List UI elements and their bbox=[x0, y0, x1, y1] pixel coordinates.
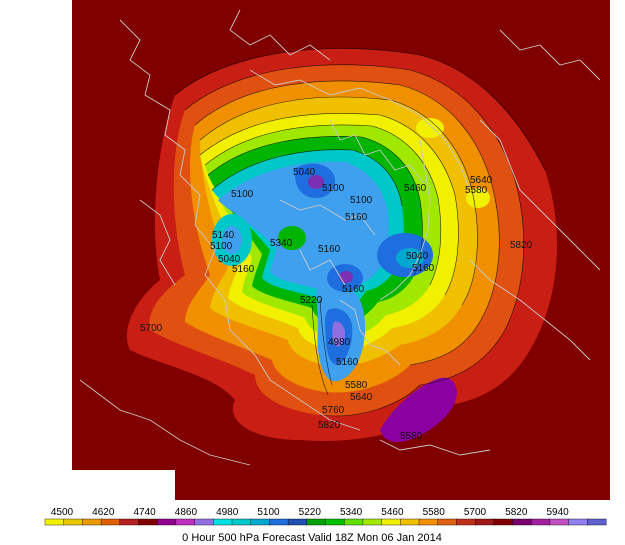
contour-low-east-inner bbox=[396, 248, 424, 268]
contour-yellow-pocket bbox=[416, 118, 444, 138]
legend-tick-label: 4620 bbox=[92, 507, 115, 518]
map-caption: 0 Hour 500 hPa Forecast Valid 18Z Mon 06… bbox=[182, 532, 442, 544]
legend-swatch bbox=[587, 518, 607, 526]
legend-swatch bbox=[306, 518, 326, 526]
legend-swatch bbox=[194, 518, 214, 526]
legend-swatch bbox=[381, 518, 401, 526]
legend-tick-label: 4740 bbox=[133, 507, 156, 518]
legend-swatch bbox=[418, 518, 439, 526]
contour-label: 5160 bbox=[412, 263, 435, 274]
contour-label: 5160 bbox=[318, 244, 341, 255]
contour-label: 5580 bbox=[400, 431, 423, 442]
contour-lines bbox=[174, 48, 546, 417]
legend-swatch bbox=[287, 518, 308, 526]
legend-swatch bbox=[362, 518, 383, 526]
contour-label: 5460 bbox=[404, 183, 427, 194]
legend-swatch bbox=[82, 518, 102, 526]
contour-low-west-inner bbox=[222, 226, 242, 254]
contour-label: 5820 bbox=[510, 240, 533, 251]
legend-swatch bbox=[63, 518, 83, 526]
legend-tick-labels: 4500 4620 4740 4860 4980 5100 5220 5340 5460 5580… bbox=[51, 507, 569, 518]
contour-band-trough-core bbox=[332, 321, 345, 347]
contour-label: 5580 bbox=[465, 185, 488, 196]
legend-swatch bbox=[474, 518, 495, 526]
contour-label: 5140 bbox=[212, 230, 235, 241]
contour-high-purple bbox=[380, 377, 457, 443]
contour-low-hudson-core bbox=[308, 175, 324, 189]
legend-swatch bbox=[493, 518, 513, 526]
legend-tick-label: 4860 bbox=[175, 507, 198, 518]
legend-swatch bbox=[568, 518, 588, 526]
contour-label: 5220 bbox=[300, 295, 323, 306]
legend-swatch bbox=[456, 518, 476, 526]
legend-swatch bbox=[250, 518, 270, 526]
coastlines bbox=[79, 9, 601, 466]
legend-swatch bbox=[269, 518, 289, 526]
contour-label: 5160 bbox=[336, 357, 359, 368]
contour-label: 5760 bbox=[322, 405, 345, 416]
contour-label: 5640 bbox=[350, 392, 373, 403]
legend-swatch bbox=[231, 518, 252, 526]
contour-label: 5640 bbox=[470, 175, 493, 186]
legend-tick-label: 5460 bbox=[381, 507, 404, 518]
legend-swatch bbox=[119, 518, 140, 526]
legend-tick-label: 5220 bbox=[299, 507, 322, 518]
contour-label: 5040 bbox=[293, 167, 316, 178]
color-legend bbox=[44, 518, 607, 526]
legend-swatch bbox=[213, 518, 233, 526]
legend-swatch bbox=[325, 518, 345, 526]
contour-label: 5040 bbox=[218, 254, 241, 265]
legend-swatch bbox=[400, 518, 420, 526]
legend-swatch bbox=[344, 518, 364, 526]
contour-label: 4980 bbox=[328, 337, 351, 348]
legend-tick-label: 5700 bbox=[464, 507, 487, 518]
contour-label: 5040 bbox=[406, 251, 429, 262]
legend-tick-label: 5100 bbox=[257, 507, 280, 518]
contour-labels: 5040 5100 5100 5160 5460 5640 5580 5100 … bbox=[140, 167, 533, 442]
legend-swatch bbox=[100, 518, 121, 526]
legend-swatch bbox=[437, 518, 457, 526]
legend-tick-label: 5580 bbox=[423, 507, 446, 518]
contour-label: 5160 bbox=[342, 284, 365, 295]
contour-label: 5700 bbox=[140, 323, 163, 334]
contour-label: 5340 bbox=[270, 238, 293, 249]
contour-label: 5160 bbox=[232, 264, 255, 275]
contour-yellow-pocket-east bbox=[466, 188, 490, 208]
legend-tick-label: 5340 bbox=[340, 507, 363, 518]
legend-tick-label: 5820 bbox=[505, 507, 528, 518]
contour-label: 5820 bbox=[318, 420, 341, 431]
contour-label: 5580 bbox=[345, 380, 368, 391]
contour-low-central-core bbox=[339, 271, 353, 283]
legend-tick-label: 5940 bbox=[546, 507, 569, 518]
legend-swatch bbox=[138, 518, 158, 526]
legend-swatch bbox=[44, 518, 65, 526]
legend-swatch bbox=[549, 518, 570, 526]
contour-label: 5100 bbox=[210, 241, 233, 252]
legend-swatch bbox=[156, 518, 177, 526]
legend-tick-label: 4980 bbox=[216, 507, 239, 518]
legend-swatch bbox=[175, 518, 196, 526]
contour-green-pocket bbox=[278, 226, 306, 250]
legend-swatch bbox=[531, 518, 551, 526]
contour-label: 5160 bbox=[345, 212, 368, 223]
contour-label: 5100 bbox=[350, 195, 373, 206]
contour-label: 5100 bbox=[231, 189, 254, 200]
legend-tick-label: 4500 bbox=[51, 507, 74, 518]
legend-swatch bbox=[512, 518, 532, 526]
contour-label: 5100 bbox=[322, 183, 345, 194]
